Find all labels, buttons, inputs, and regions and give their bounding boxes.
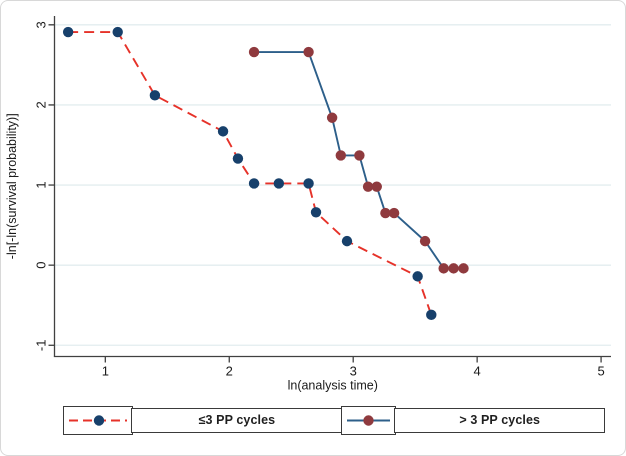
legend-key-le3-cycles <box>63 405 133 435</box>
data-point-series1 <box>273 178 285 189</box>
legend-key-solid-line-icon <box>346 414 390 426</box>
data-point-series2 <box>380 207 391 219</box>
legend-label-text: ≤3 PP cycles <box>198 413 276 427</box>
x-tick-label-2: 2 <box>226 364 233 379</box>
data-point-series2 <box>419 235 431 247</box>
data-point-series2 <box>458 263 469 274</box>
y-tick-label-2: 2 <box>34 101 49 108</box>
data-point-series1 <box>426 309 437 321</box>
y-tick-label--1: -1 <box>34 340 49 352</box>
data-point-series1 <box>62 26 74 38</box>
x-tick-label-5: 5 <box>597 364 604 379</box>
legend-label-gt3-cycles: > 3 PP cycles <box>394 407 606 433</box>
data-point-series2 <box>326 112 338 123</box>
legend-key-dashed-line-icon <box>69 414 127 426</box>
legend: ≤3 PP cycles > 3 PP cycles <box>63 405 606 435</box>
data-point-series1 <box>303 178 314 189</box>
legend-key-gt3-cycles <box>340 405 396 435</box>
data-point-series2 <box>438 263 449 274</box>
data-point-series1 <box>310 207 322 218</box>
y-tick-label-1: 1 <box>34 181 49 188</box>
series-line-1 <box>68 31 433 316</box>
data-point-series2 <box>388 207 400 219</box>
data-point-series2 <box>248 46 260 58</box>
y-axis-title: -ln[-ln(survival probability)] <box>5 113 19 259</box>
legend-label-le3-cycles: ≤3 PP cycles <box>131 407 343 433</box>
x-axis-title: ln(analysis time) <box>288 379 378 393</box>
data-point-series1 <box>217 126 229 137</box>
data-point-series2 <box>371 181 382 192</box>
data-point-series2 <box>362 181 374 192</box>
data-point-series1 <box>149 90 161 101</box>
y-tick-label-0: 0 <box>34 262 49 269</box>
y-tick-label-3: 3 <box>34 21 49 28</box>
data-point-series1 <box>112 26 123 38</box>
x-tick-label-3: 3 <box>350 364 357 379</box>
x-tick-label-1: 1 <box>102 364 109 379</box>
data-point-series2 <box>335 150 347 161</box>
data-point-series1 <box>248 178 260 189</box>
data-point-series1 <box>232 153 244 164</box>
data-point-series2 <box>448 263 459 274</box>
data-point-series2 <box>303 46 314 58</box>
legend-label-text: > 3 PP cycles <box>459 413 541 427</box>
data-point-series1 <box>341 235 353 247</box>
x-tick-label-4: 4 <box>474 364 481 379</box>
data-point-series2 <box>354 150 365 161</box>
data-point-series1 <box>412 271 423 282</box>
